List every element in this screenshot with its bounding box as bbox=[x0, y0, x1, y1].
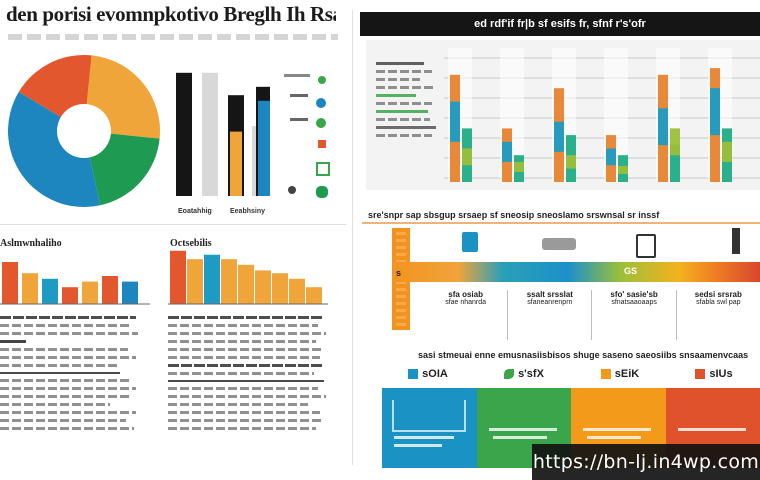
bar-b-1 bbox=[187, 259, 203, 304]
page-title: den porisi evomnpkotivo Breglh Ih Rsazia… bbox=[6, 2, 336, 26]
grouped-bar-5-3 bbox=[722, 141, 732, 162]
bar-b-3 bbox=[221, 259, 237, 304]
bar-a-3 bbox=[62, 287, 78, 304]
column-divider bbox=[352, 10, 353, 465]
vbar-0 bbox=[176, 72, 192, 196]
grid-lines bbox=[444, 57, 760, 179]
grouped-bar-4-3 bbox=[670, 128, 680, 156]
process-start-label: s bbox=[396, 268, 402, 278]
section-divider bbox=[0, 224, 346, 225]
vbar-overlay-4 bbox=[258, 100, 270, 196]
grouped-bar-chart bbox=[444, 48, 760, 182]
card-label-2: sEiK bbox=[572, 364, 668, 384]
bar-chart-a bbox=[0, 262, 150, 305]
legend-row bbox=[290, 118, 308, 121]
bar-b-4 bbox=[238, 264, 254, 304]
card-label-0: sOIA bbox=[380, 364, 476, 384]
grouped-bar-4-1 bbox=[670, 144, 680, 182]
bar-a-0 bbox=[2, 262, 18, 304]
frame-icon bbox=[636, 234, 656, 258]
bars-a-group bbox=[2, 262, 138, 304]
process-arrow-band bbox=[392, 262, 760, 282]
dot-icon bbox=[316, 98, 326, 108]
panel-legend bbox=[376, 62, 440, 142]
grouped-bar-1-3 bbox=[514, 161, 524, 172]
legend-icon-column bbox=[284, 70, 344, 200]
device-icon bbox=[542, 238, 576, 250]
bar-chart-b bbox=[168, 250, 328, 305]
body-text-block-a bbox=[0, 316, 140, 435]
dot-icon bbox=[316, 118, 326, 128]
legend-row bbox=[284, 74, 310, 77]
tablet-icon bbox=[462, 232, 478, 252]
bar-b-5 bbox=[255, 270, 271, 304]
grouped-bar-2-3 bbox=[566, 155, 576, 169]
legend-row bbox=[290, 94, 308, 97]
square-icon bbox=[695, 369, 706, 379]
card-labels-row: sOIA s'sfX sEiK sIUs bbox=[380, 364, 760, 384]
watermark-url: https://bn-lj.in4wp.com bbox=[532, 444, 760, 480]
grouped-bar-5-2 bbox=[710, 88, 720, 136]
body-text-block-b bbox=[168, 316, 328, 435]
process-band-rule bbox=[362, 222, 760, 224]
tool-icon bbox=[732, 228, 740, 254]
stage-item: sfa osiab sfae nhanrda bbox=[445, 290, 487, 306]
grouped-bar-0-2 bbox=[450, 101, 460, 142]
stage-item: sedsi srsrab sfabla swl pap bbox=[694, 290, 742, 306]
stage-item: sfo' sasie'sb sfnatsaaoaaps bbox=[610, 290, 658, 306]
bar-a-6 bbox=[122, 281, 138, 304]
leaf-icon bbox=[316, 186, 328, 198]
bar-b-7 bbox=[289, 278, 305, 304]
legend-caption-right: Eeabhsiny bbox=[230, 208, 266, 215]
grouped-bar-1-2 bbox=[502, 141, 512, 162]
bar-a-2 bbox=[42, 278, 58, 304]
card-label-1: s'sfX bbox=[476, 364, 572, 384]
grouped-bar-3-2 bbox=[606, 148, 616, 166]
bars-b-group bbox=[170, 250, 322, 304]
square-icon bbox=[600, 369, 611, 379]
vertical-bars bbox=[176, 72, 270, 196]
bar-b-6 bbox=[272, 273, 288, 304]
subtitle-placeholder-row bbox=[8, 34, 338, 40]
dot-icon bbox=[318, 76, 326, 84]
pie-slice-2 bbox=[8, 91, 101, 207]
donut-hole bbox=[57, 104, 111, 158]
cards-title: sasi stmeuai enne emusnasiisbisos shuge … bbox=[418, 350, 749, 360]
card-label-3: sIUs bbox=[668, 364, 760, 384]
vertical-bar-chart bbox=[176, 72, 270, 196]
square-icon bbox=[316, 162, 330, 176]
bar-a-1 bbox=[22, 273, 38, 304]
process-stages: sfa osiab sfae nhanrda ssalt srsslat sfa… bbox=[424, 290, 760, 340]
card-blue bbox=[382, 388, 477, 468]
vbar-1 bbox=[202, 72, 218, 196]
right-header-banner: ed rdf'if fr|b sf esifs fr, sfnf r's'ofr bbox=[360, 12, 760, 36]
bar-b-8 bbox=[306, 287, 322, 304]
leaf-icon bbox=[504, 369, 515, 379]
grouped-bar-2-2 bbox=[554, 121, 564, 152]
bar-b-2 bbox=[204, 254, 220, 304]
donut-chart bbox=[8, 55, 161, 207]
dot-icon bbox=[288, 186, 296, 194]
grouped-bar-0-3 bbox=[462, 148, 472, 166]
section-b-title: Octsebilis bbox=[170, 238, 212, 249]
process-arrow-text: GS bbox=[624, 266, 638, 276]
grouped-bars bbox=[448, 48, 732, 182]
grouped-bar-4-2 bbox=[658, 108, 668, 146]
bar-a-5 bbox=[102, 276, 118, 304]
process-band-title: sre'snpr sap sbsgup srsaep sf sneosip sn… bbox=[368, 210, 660, 220]
section-a-title: Aslmwnhaliho bbox=[0, 238, 62, 249]
bar-b-0 bbox=[170, 250, 186, 304]
stage-item: ssalt srsslat sfaneanrenprn bbox=[526, 290, 573, 306]
bar-a-4 bbox=[82, 281, 98, 304]
grouped-bar-3-3 bbox=[618, 165, 628, 174]
legend-caption-left: Eoatahhig bbox=[178, 208, 212, 215]
square-icon bbox=[408, 369, 419, 379]
square-icon bbox=[318, 140, 326, 148]
vbar-overlay-2 bbox=[230, 131, 242, 196]
